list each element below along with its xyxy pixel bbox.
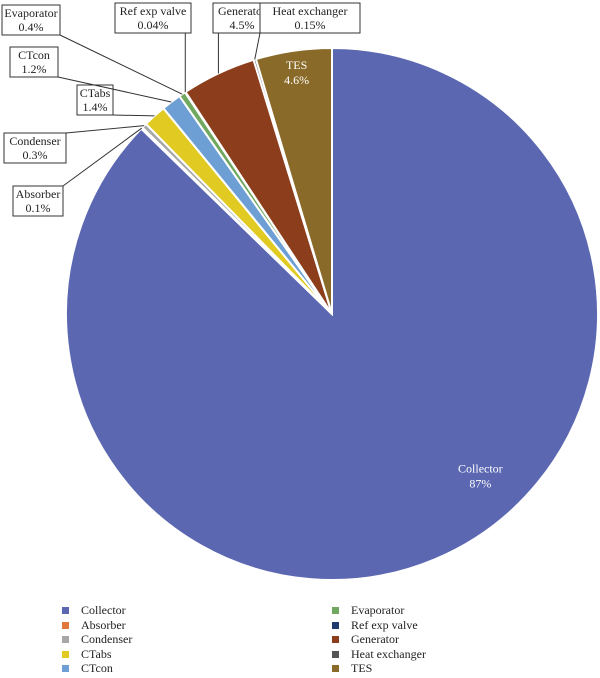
leader-line-ctcon (57, 76, 172, 103)
callout-box (114, 2, 192, 34)
callout-value: 1.2% (22, 62, 47, 76)
legend-swatch (62, 621, 69, 629)
legend-label: Generator (351, 632, 399, 646)
legend-swatch (62, 636, 69, 643)
callout-value: 0.3% (23, 148, 48, 162)
callout-box (9, 46, 59, 78)
legend-label: CTabs (81, 646, 112, 661)
leader-line-evaporator (59, 34, 183, 95)
legend-item-tes: TES (332, 661, 372, 676)
chart-legend: Collector Absorber Condenser CTabs CTcon Evap… (62, 603, 582, 675)
callout-name: Condenser (9, 134, 60, 148)
leader-line-absorber (62, 127, 143, 187)
legend-label: Collector (81, 603, 126, 617)
legend-item-ctabs: CTabs (62, 647, 112, 662)
callout-value: 0.4% (19, 20, 44, 34)
legend-label: Evaporator (351, 603, 405, 617)
slice-label-name: Collector (458, 462, 503, 476)
legend-swatch (332, 665, 339, 672)
legend-swatch (62, 650, 69, 658)
legend-item-condenser: Condenser (62, 632, 132, 647)
callout-box (3, 132, 67, 164)
callout-name: Evaporator (4, 6, 57, 20)
callout-box (1, 4, 61, 36)
callout-box (76, 84, 114, 116)
pie-slice-tes (254, 46, 333, 315)
legend-label: Heat exchanger (351, 646, 426, 661)
callout-box (259, 2, 361, 34)
callout-name: CTcon (18, 48, 50, 62)
leader-line-ctabs (112, 114, 155, 117)
callout-name: Ref exp valve (120, 4, 187, 18)
legend-swatch (332, 607, 339, 614)
callout-name: CTabs (80, 86, 111, 100)
callout-value: 0.1% (26, 201, 51, 215)
callout-name: Generator (218, 4, 266, 18)
legend-item-absorber: Absorber (62, 618, 126, 633)
legend-item-ctcon: CTcon (62, 661, 113, 676)
legend-label: Condenser (81, 632, 133, 646)
legend-item-collector: Collector (62, 603, 126, 618)
legend-swatch (332, 636, 339, 643)
callout-value: 1.4% (83, 100, 108, 114)
slice-label-name: TES (286, 58, 307, 72)
callout-box (12, 185, 64, 217)
legend-label: Ref exp valve (351, 617, 418, 632)
callout-name: Absorber (16, 187, 61, 201)
leader-line-condenser (65, 125, 145, 134)
legend-swatch (62, 607, 69, 614)
legend-swatch (62, 665, 69, 672)
slice-label-value: 87% (469, 477, 491, 491)
legend-item-generator: Generator (332, 632, 399, 647)
leader-line-heat-exchanger (254, 32, 261, 60)
legend-swatch (332, 621, 339, 629)
legend-item-ref-exp-valve: Ref exp valve (332, 618, 418, 633)
legend-item-heat-exchanger: Heat exchanger (332, 647, 426, 662)
legend-item-evaporator: Evaporator (332, 603, 404, 618)
callout-name: Heat exchanger (273, 4, 348, 18)
callout-value: 4.5% (230, 18, 255, 32)
legend-label: TES (351, 661, 373, 675)
legend-label: CTcon (81, 661, 113, 675)
callout-value: 0.15% (295, 18, 326, 32)
legend-label: Absorber (81, 617, 126, 632)
legend-swatch (332, 650, 339, 658)
slice-label-value: 4.6% (284, 73, 309, 87)
callout-value: 0.04% (138, 18, 169, 32)
